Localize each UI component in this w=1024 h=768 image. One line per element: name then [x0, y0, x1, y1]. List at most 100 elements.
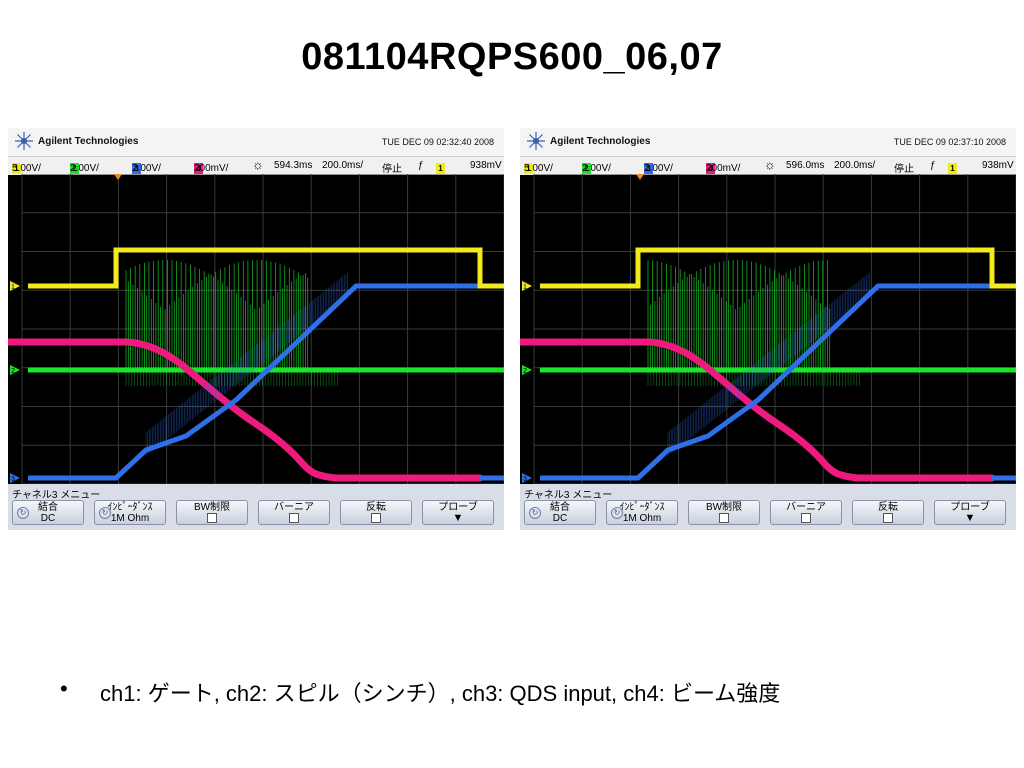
scope-header: Agilent Technologies TUE DEC 09 02:37:10…	[520, 128, 1016, 156]
brand-name: Agilent Technologies	[38, 136, 139, 147]
vernier-softkey[interactable]: バーニア	[258, 500, 330, 525]
softkey-menu: チャネル3 メニュー ↻ 結合 DC ↻ ｲﾝﾋﾟｰﾀﾞﾝｽ 1M Ohm BW制限 バ…	[8, 484, 504, 530]
cycle-icon: ↻	[17, 507, 29, 519]
trigger-position-icon: ☼	[764, 157, 776, 172]
channel-ground-marker-icon[interactable]	[10, 281, 20, 291]
softkey-value: 1M Ohm	[622, 513, 662, 524]
trigger-position-icon: ☼	[252, 157, 264, 172]
channel-ground-marker-label: 2	[11, 368, 15, 375]
capture-datetime: TUE DEC 09 02:32:40 2008	[381, 137, 494, 147]
submenu-arrow-icon: ▼	[964, 512, 976, 524]
channel-status-bar: 1 5.00V/ 2 2.00V/ 3 2.00V/ 4 200mV/ ☼ 59…	[8, 156, 504, 175]
timebase: 200.0ms/	[834, 160, 876, 171]
run-state: 停止	[894, 164, 914, 175]
ch3-badge[interactable]: 3	[132, 163, 141, 174]
trigger-marker-icon	[636, 174, 644, 180]
checkbox-icon	[207, 513, 217, 523]
invert-softkey[interactable]: 反転	[852, 500, 924, 525]
channel-ground-marker-label: 3	[523, 476, 527, 483]
softkey-label: BW制限	[193, 502, 231, 513]
cycle-icon: ↻	[99, 507, 111, 519]
cycle-icon: ↻	[611, 507, 623, 519]
ch3-qds-trace	[145, 272, 348, 456]
channel-ground-marker-icon[interactable]	[10, 473, 20, 483]
scope-screenshot-left: Agilent Technologies TUE DEC 09 02:32:40…	[8, 128, 504, 530]
trigger-marker-icon	[114, 174, 122, 180]
trigger-channel-badge: 1	[436, 163, 445, 174]
channel-ground-marker-icon[interactable]	[522, 365, 532, 375]
slide-title: 081104RQPS600_06,07	[301, 36, 723, 78]
ch2-scale: 2.00V/	[582, 163, 611, 174]
softkey-label: ｲﾝﾋﾟｰﾀﾞﾝｽ	[619, 502, 665, 513]
channel-ground-marker-icon[interactable]	[10, 365, 20, 375]
ch2-badge[interactable]: 2	[582, 163, 591, 174]
waveform-canvas: 1 2 3	[520, 173, 1016, 485]
softkey-label: BW制限	[705, 502, 743, 513]
softkey-value: 1M Ohm	[110, 513, 150, 524]
ch1-scale: 5.00V/	[12, 163, 41, 174]
ch3-qds-line	[540, 283, 992, 481]
ch1-badge[interactable]: 1	[12, 163, 21, 174]
ch1-badge[interactable]: 1	[524, 163, 533, 174]
menu-title: チャネル3 メニュー	[12, 490, 101, 501]
channel-status-bar: 1 5.00V/ 2 2.00V/ 3 2.00V/ 4 200mV/ ☼ 59…	[520, 156, 1016, 175]
waveform-display: 1 2 3	[8, 173, 504, 485]
ch2-scale: 2.00V/	[70, 163, 99, 174]
channel-legend-caption: ch1: ゲート, ch2: スピル（シンチ）, ch3: QDS input,…	[100, 681, 781, 706]
channel-ground-marker-icon[interactable]	[522, 281, 532, 291]
ch1-scale: 5.00V/	[524, 163, 553, 174]
graticule	[21, 173, 504, 485]
softkey-value: DC	[40, 513, 56, 524]
cycle-icon: ↻	[529, 507, 541, 519]
trigger-channel-badge: 1	[948, 163, 957, 174]
coupling-softkey[interactable]: ↻ 結合 DC	[12, 500, 84, 525]
ch4-badge[interactable]: 4	[706, 163, 715, 174]
probe-softkey[interactable]: プローブ ▼	[422, 500, 494, 525]
trigger-position: 594.3ms	[274, 160, 313, 171]
ch4-badge[interactable]: 4	[194, 163, 203, 174]
checkbox-icon	[289, 513, 299, 523]
invert-softkey[interactable]: 反転	[340, 500, 412, 525]
softkey-label: 結合	[38, 502, 58, 513]
channel-ground-marker-icon[interactable]	[522, 473, 532, 483]
checkbox-icon	[371, 513, 381, 523]
ch3-scale: 2.00V/	[132, 163, 161, 174]
waveform-display: 1 2 3	[520, 173, 1016, 485]
ch3-badge[interactable]: 3	[644, 163, 653, 174]
channel-ground-marker-label: 2	[523, 368, 527, 375]
channel-ground-marker-label: 1	[11, 284, 15, 291]
brand-name: Agilent Technologies	[550, 136, 651, 147]
waveform-canvas: 1 2 3	[8, 173, 504, 485]
softkey-label: 反転	[878, 502, 898, 513]
agilent-logo-icon	[527, 132, 545, 150]
impedance-softkey[interactable]: ↻ ｲﾝﾋﾟｰﾀﾞﾝｽ 1M Ohm	[606, 500, 678, 525]
softkey-label: ｲﾝﾋﾟｰﾀﾞﾝｽ	[107, 502, 153, 513]
ch4-beam-trace	[8, 338, 484, 482]
channel-ground-marker-label: 1	[523, 284, 527, 291]
checkbox-icon	[719, 513, 729, 523]
bw-limit-softkey[interactable]: BW制限	[688, 500, 760, 525]
softkey-label: バーニア	[274, 502, 314, 513]
bw-limit-softkey[interactable]: BW制限	[176, 500, 248, 525]
trigger-edge-icon: ƒ	[930, 160, 936, 171]
coupling-softkey[interactable]: ↻ 結合 DC	[524, 500, 596, 525]
scope-screenshot-right: Agilent Technologies TUE DEC 09 02:37:10…	[520, 128, 1016, 530]
probe-softkey[interactable]: プローブ ▼	[934, 500, 1006, 525]
vernier-softkey[interactable]: バーニア	[770, 500, 842, 525]
ch1-gate-trace	[28, 247, 504, 289]
submenu-arrow-icon: ▼	[452, 512, 464, 524]
trigger-edge-icon: ƒ	[418, 160, 424, 171]
ch4-beam-trace	[520, 338, 996, 482]
run-state: 停止	[382, 164, 402, 175]
ch2-badge[interactable]: 2	[70, 163, 79, 174]
softkey-label: プローブ	[438, 502, 478, 513]
ch3-qds-line	[28, 283, 480, 481]
channel-ground-marker-label: 3	[11, 476, 15, 483]
ch4-scale: 200mV/	[194, 163, 229, 174]
softkey-menu: チャネル3 メニュー ↻ 結合 DC ↻ ｲﾝﾋﾟｰﾀﾞﾝｽ 1M Ohm BW制限 バ…	[520, 484, 1016, 530]
softkey-label: 反転	[366, 502, 386, 513]
softkey-label: 結合	[550, 502, 570, 513]
checkbox-icon	[801, 513, 811, 523]
impedance-softkey[interactable]: ↻ ｲﾝﾋﾟｰﾀﾞﾝｽ 1M Ohm	[94, 500, 166, 525]
trigger-level: 938mV	[982, 160, 1014, 171]
